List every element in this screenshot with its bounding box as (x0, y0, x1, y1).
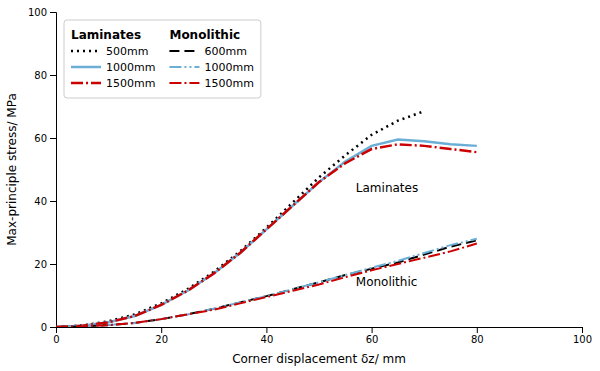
legend-label: 1000mm (204, 61, 253, 74)
legend: Laminates 500mm 1000mm 1500mm Monolithic 600m… (64, 20, 261, 98)
legend-box (64, 20, 261, 98)
tick-mark (50, 138, 56, 139)
tick-mark (50, 201, 56, 202)
legend-column: Monolithic 600mm 1000mm 1500mm (169, 28, 253, 90)
tick-mark (477, 327, 478, 333)
line (56, 244, 477, 327)
tick-label: 40 (34, 196, 47, 207)
tick-label: 80 (471, 334, 484, 345)
annotation: Monolithic (356, 275, 418, 289)
line (56, 144, 477, 327)
x-axis: 0 20 40 60 80 100 (53, 327, 592, 345)
legend-label: 500mm (106, 45, 148, 58)
tick-label: 60 (34, 133, 47, 144)
tick: 60 (366, 327, 379, 345)
tick-mark (161, 327, 162, 333)
tick: 80 (471, 327, 484, 345)
tick: 100 (28, 7, 56, 18)
line (56, 111, 424, 327)
legend-label: 1500mm (106, 77, 155, 90)
legend-swatch (71, 82, 101, 85)
tick: 100 (573, 327, 592, 345)
chart: 0 20 40 60 80 100 0 20 40 60 80 100 Corner displacem… (0, 0, 600, 371)
legend-swatch (169, 66, 199, 68)
tick-mark (50, 75, 56, 76)
tick: 40 (34, 196, 56, 207)
lines (56, 111, 477, 327)
y-axis: 0 20 40 60 80 100 (28, 7, 57, 333)
tick-label: 100 (573, 334, 592, 345)
tick-mark (50, 264, 56, 265)
tick-mark (582, 327, 583, 333)
legend-label: 1000mm (106, 61, 155, 74)
tick-label: 0 (41, 322, 47, 333)
tick-mark (50, 12, 56, 13)
y-axis-title: Max-principle stress/ MPa (5, 93, 19, 245)
tick-label: 20 (34, 259, 47, 270)
tick-label: 80 (34, 70, 47, 81)
tick: 20 (155, 327, 168, 345)
axis-line (57, 328, 583, 334)
legend-label: 600mm (204, 45, 246, 58)
tick-label: 20 (155, 334, 168, 345)
legend-title: Monolithic (169, 28, 240, 42)
line (56, 140, 477, 327)
tick-label: 100 (28, 7, 47, 18)
legend-swatch (71, 50, 101, 53)
tick-label: 0 (53, 334, 59, 345)
legend-label: 1500mm (204, 77, 253, 90)
x-axis-title: Corner displacement δz/ mm (232, 352, 406, 366)
legend-title: Laminates (71, 28, 141, 42)
axis-line (50, 13, 57, 328)
line (56, 239, 477, 327)
tick-mark (50, 327, 56, 328)
tick: 40 (261, 327, 274, 345)
tick-label: 40 (261, 334, 274, 345)
tick-mark (266, 327, 267, 333)
tick: 0 (53, 327, 59, 345)
tick-label: 60 (366, 334, 379, 345)
tick: 80 (34, 70, 56, 81)
plot: 0 20 40 60 80 100 0 20 40 60 80 100 Corner displacem… (5, 7, 592, 366)
line (56, 240, 477, 327)
legend-swatch (169, 82, 199, 84)
legend-column: Laminates 500mm 1000mm 1500mm (71, 28, 155, 90)
tick: 0 (41, 322, 56, 333)
annotation: Laminates (356, 181, 418, 195)
legend-swatch (71, 66, 101, 69)
tick-mark (372, 327, 373, 333)
tick: 20 (34, 259, 56, 270)
tick: 60 (34, 133, 56, 144)
legend-swatch (169, 50, 199, 52)
annotations: Laminates Monolithic (356, 181, 418, 289)
